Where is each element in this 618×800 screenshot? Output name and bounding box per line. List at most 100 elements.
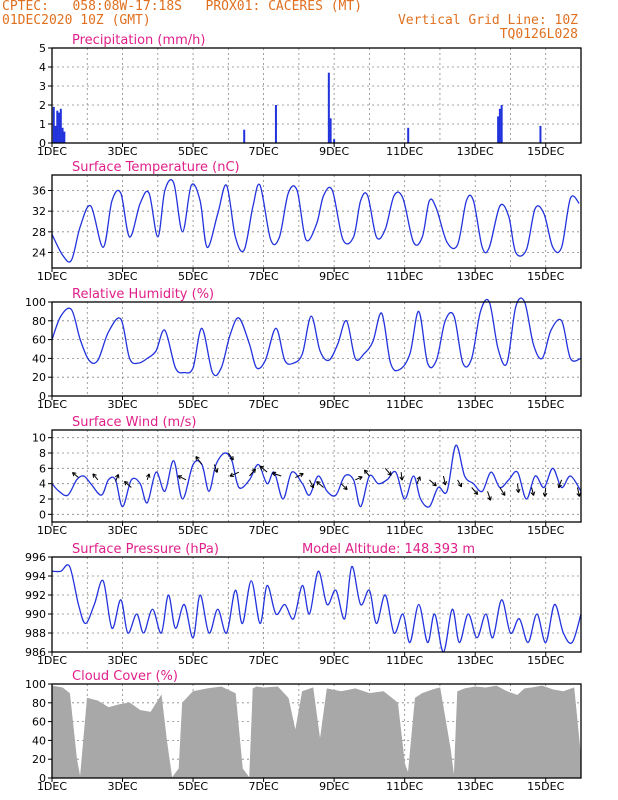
cloud-area bbox=[51, 685, 582, 779]
cloud-frame bbox=[51, 683, 582, 779]
wind-arrow bbox=[71, 472, 79, 478]
wind-arrow bbox=[227, 452, 234, 461]
wind-arrow bbox=[429, 479, 437, 487]
wind-xtick-label: 11DEC bbox=[386, 524, 423, 537]
pressure-xtick-label: 13DEC bbox=[457, 654, 494, 667]
pressure-panel-title: Surface Pressure (hPa) bbox=[72, 542, 219, 557]
model-altitude-label: Model Altitude: 148.393 m bbox=[302, 542, 475, 557]
wind-ytick-label: 6 bbox=[39, 462, 46, 475]
precip-xtick-label: 3DEC bbox=[107, 145, 137, 158]
rh-xtick-label: 7DEC bbox=[249, 398, 279, 411]
pressure-ytick-label: 994 bbox=[25, 570, 46, 583]
wind-arrow bbox=[515, 483, 521, 493]
temp-xtick-label: 11DEC bbox=[386, 270, 423, 283]
header-model-code: TQ0126L028 bbox=[499, 27, 578, 42]
wind-frame bbox=[51, 429, 582, 523]
precip-bar bbox=[327, 72, 330, 143]
wind-arrow bbox=[92, 473, 99, 481]
wind-xtick-label: 3DEC bbox=[107, 524, 137, 537]
precip-bar bbox=[407, 127, 410, 143]
wind-arrow bbox=[542, 487, 548, 497]
precip-xtick-label: 9DEC bbox=[319, 145, 349, 158]
rh-ytick-label: 0 bbox=[39, 390, 46, 403]
rh-ytick-label: 60 bbox=[32, 334, 46, 347]
temp-xtick-label: 5DEC bbox=[178, 270, 208, 283]
precip-bar bbox=[274, 105, 277, 143]
cloud-ytick-label: 80 bbox=[32, 697, 46, 710]
precip-ytick-label: 3 bbox=[39, 80, 46, 93]
cloud-ytick-label: 0 bbox=[39, 772, 46, 785]
rh-ytick-label: 20 bbox=[32, 371, 46, 384]
rh-xtick-label: 9DEC bbox=[319, 398, 349, 411]
rh-ytick-label: 80 bbox=[32, 315, 46, 328]
rh-xtick-label: 5DEC bbox=[178, 398, 208, 411]
pressure-xtick-label: 5DEC bbox=[178, 654, 208, 667]
cloud-xtick-label: 1DEC bbox=[37, 780, 67, 793]
precip-bar bbox=[498, 108, 501, 143]
temp-xtick-label: 1DEC bbox=[37, 270, 67, 283]
wind-ytick-label: 8 bbox=[39, 447, 46, 460]
temp-ytick-label: 28 bbox=[32, 226, 46, 239]
temp-ytick-label: 24 bbox=[32, 247, 46, 260]
temp-frame bbox=[51, 174, 582, 269]
precip-bar bbox=[539, 125, 542, 143]
precip-ytick-label: 5 bbox=[39, 42, 46, 55]
temp-xtick-label: 7DEC bbox=[249, 270, 279, 283]
cloud-xtick-label: 3DEC bbox=[107, 780, 137, 793]
wind-arrow bbox=[457, 479, 463, 488]
rh-xtick-label: 3DEC bbox=[107, 398, 137, 411]
pressure-ytick-label: 990 bbox=[25, 608, 46, 621]
wind-arrow bbox=[340, 483, 348, 491]
wind-arrow bbox=[316, 481, 324, 488]
temp-xtick-label: 3DEC bbox=[107, 270, 137, 283]
precip-bar bbox=[58, 112, 61, 143]
wind-arrow bbox=[557, 479, 563, 489]
pressure-ytick-label: 986 bbox=[25, 646, 46, 659]
wind-arrow bbox=[295, 472, 304, 478]
precip-bar bbox=[52, 106, 55, 143]
precip-xtick-label: 7DEC bbox=[249, 145, 279, 158]
precip-ytick-label: 2 bbox=[39, 99, 46, 112]
cloud-panel-title: Cloud Cover (%) bbox=[72, 669, 178, 684]
pressure-xtick-label: 11DEC bbox=[386, 654, 423, 667]
wind-arrow bbox=[416, 476, 421, 484]
rh-series-line bbox=[51, 297, 582, 377]
cloud-ytick-label: 100 bbox=[25, 678, 46, 691]
cloud-ytick-label: 60 bbox=[32, 716, 46, 729]
pressure-xtick-label: 3DEC bbox=[107, 654, 137, 667]
precip-ytick-label: 1 bbox=[39, 118, 46, 131]
wind-arrow bbox=[487, 491, 492, 501]
pressure-ytick-label: 988 bbox=[25, 627, 46, 640]
wind-ytick-label: 10 bbox=[32, 432, 46, 445]
wind-arrow bbox=[363, 469, 370, 477]
wind-ytick-label: 2 bbox=[39, 493, 46, 506]
rh-panel-title: Relative Humidity (%) bbox=[72, 287, 214, 302]
precip-frame bbox=[51, 47, 582, 144]
header-date-line: 01DEC2020 10Z (GMT) bbox=[2, 13, 151, 28]
temp-panel-title: Surface Temperature (nC) bbox=[72, 160, 240, 175]
precip-xtick-label: 15DEC bbox=[527, 145, 564, 158]
precip-bar bbox=[63, 131, 66, 143]
wind-arrow bbox=[442, 475, 448, 486]
wind-arrow bbox=[259, 465, 268, 473]
cloud-xtick-label: 15DEC bbox=[527, 780, 564, 793]
wind-arrow bbox=[145, 473, 151, 480]
precip-bar bbox=[56, 110, 59, 143]
precip-bar bbox=[333, 139, 336, 143]
wind-panel-title: Surface Wind (m/s) bbox=[72, 415, 196, 430]
wind-arrow bbox=[213, 464, 219, 473]
pressure-ytick-label: 996 bbox=[25, 551, 46, 564]
rh-ytick-label: 40 bbox=[32, 352, 46, 365]
wind-xtick-label: 15DEC bbox=[527, 524, 564, 537]
pressure-xtick-label: 9DEC bbox=[319, 654, 349, 667]
precip-bar bbox=[500, 105, 503, 143]
header-grid-note: Vertical Grid Line: 10Z bbox=[397, 13, 578, 28]
precip-bar bbox=[329, 118, 332, 143]
pressure-frame bbox=[51, 556, 582, 653]
cloud-xtick-label: 9DEC bbox=[319, 780, 349, 793]
wind-arrow bbox=[384, 468, 392, 476]
precip-bar bbox=[59, 108, 62, 143]
precip-xtick-label: 5DEC bbox=[178, 145, 208, 158]
wind-arrow bbox=[123, 481, 132, 488]
rh-ytick-label: 100 bbox=[25, 296, 46, 309]
